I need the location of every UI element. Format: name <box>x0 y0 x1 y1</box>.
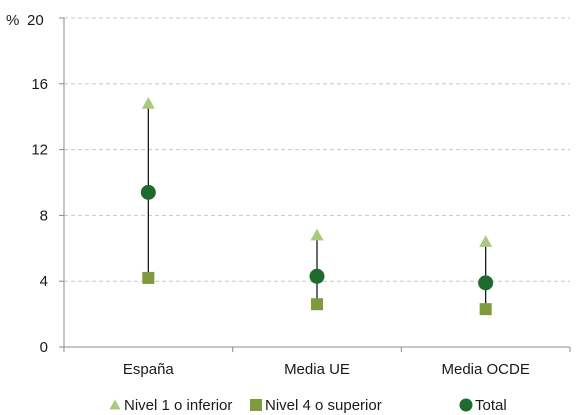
point-circle <box>140 184 156 200</box>
y-axis-tick-labels: 0 4 8 12 16 20 <box>27 12 48 356</box>
data-points <box>140 97 494 316</box>
point-circle <box>309 268 325 284</box>
x-category-label: Media UE <box>284 361 350 378</box>
legend-item: Nivel 1 o inferior <box>109 397 232 414</box>
point-triangle <box>310 228 324 241</box>
y-tick-label: 20 <box>27 12 44 29</box>
legend-square-icon <box>250 399 262 411</box>
point-triangle <box>141 97 155 109</box>
legend-item: Total <box>459 397 507 414</box>
point-square <box>479 303 492 316</box>
y-axis-ticks <box>59 17 64 348</box>
y-tick-label: 16 <box>31 76 48 93</box>
legend-label: Total <box>475 397 507 414</box>
legend-item: Nivel 4 o superior <box>250 397 382 414</box>
point-square <box>311 298 323 311</box>
legend-label: Nivel 4 o superior <box>265 397 382 414</box>
y-tick-label: 0 <box>40 339 48 356</box>
y-tick-label: 4 <box>40 273 48 290</box>
x-axis-ticks <box>63 347 571 352</box>
y-tick-label: 8 <box>40 207 48 224</box>
legend-circle-icon <box>459 398 473 412</box>
x-axis-category-labels: España Media UE Media OCDE <box>123 361 530 378</box>
point-triangle <box>479 235 493 247</box>
legend: Nivel 1 o inferior Nivel 4 o superior Tota… <box>109 397 507 414</box>
y-tick-label: 12 <box>31 142 48 159</box>
y-axis-unit-label: % <box>6 12 19 29</box>
axes <box>63 18 570 348</box>
x-category-label: Media OCDE <box>441 361 529 378</box>
legend-label: Nivel 1 o inferior <box>124 397 232 414</box>
point-square <box>142 271 155 284</box>
point-circle <box>478 275 494 291</box>
x-category-label: España <box>123 361 175 378</box>
legend-triangle-icon <box>109 399 121 410</box>
